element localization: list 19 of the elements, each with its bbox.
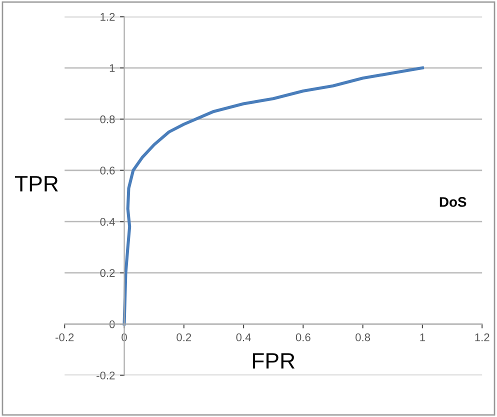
annotation: DoS: [440, 197, 466, 207]
y-tick-label: -0.2: [96, 372, 115, 380]
y-tick-label: 1: [110, 64, 115, 72]
x-tick-label: 0.8: [356, 333, 370, 342]
x-tick-label: 1.2: [475, 333, 490, 342]
x-tick-label: 0.4: [236, 333, 251, 342]
x-tick-label: 1: [420, 334, 425, 342]
y-tick-label: 0.8: [100, 115, 115, 124]
x-tick-label: 0.6: [296, 333, 310, 342]
y-axis-title: TPR: [15, 176, 58, 192]
y-tick-label: 0.6: [100, 166, 115, 175]
x-tick-label: 0: [122, 333, 127, 342]
x-axis-title: FPR: [252, 353, 295, 368]
y-tick-label: 0.2: [100, 269, 115, 277]
y-tick-label: 0.4: [100, 218, 115, 226]
y-tick-label: 1.2: [100, 12, 115, 21]
x-tick-label: 0.2: [176, 333, 192, 342]
x-tick-label: -0.2: [56, 333, 74, 342]
line-series: [122, 66, 424, 326]
